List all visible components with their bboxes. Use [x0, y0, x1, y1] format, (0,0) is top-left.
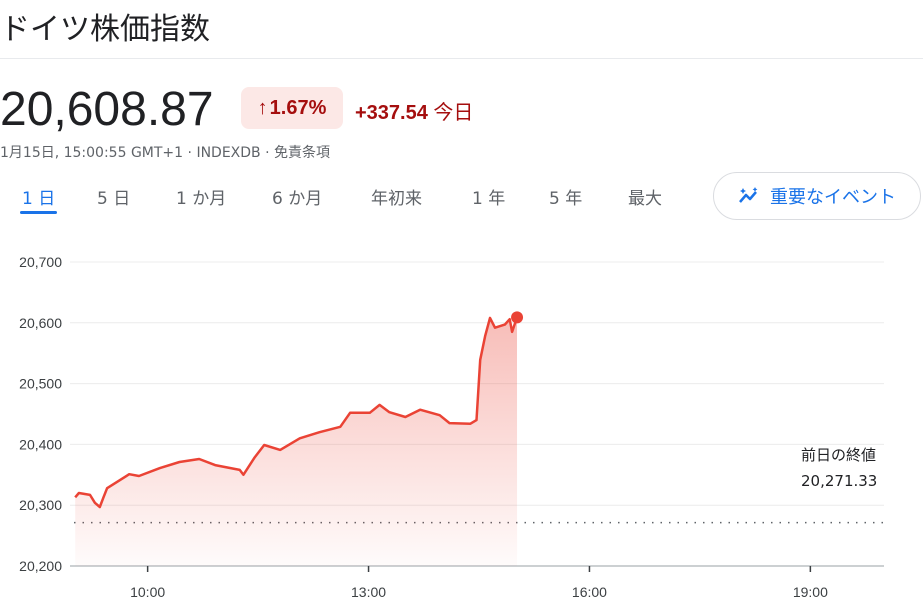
tab-max[interactable]: 最大 — [628, 189, 662, 209]
x-tick-label: 19:00 — [793, 584, 828, 600]
divider — [0, 58, 923, 59]
disclaimer-link[interactable]: 免責条項 — [274, 145, 330, 161]
change-value: +337.54 — [355, 102, 428, 124]
y-tick-label: 20,200 — [19, 558, 62, 574]
x-tick-label: 16:00 — [572, 584, 607, 600]
change-absolute: +337.54 今日 — [355, 96, 473, 125]
y-tick-label: 20,400 — [19, 436, 62, 452]
tab-1d[interactable]: 1 日 — [19, 184, 58, 214]
tab-5y[interactable]: 5 年 — [549, 189, 583, 209]
x-tick-label: 10:00 — [130, 584, 165, 600]
y-tick-label: 20,300 — [19, 497, 62, 513]
y-tick-label: 20,500 — [19, 376, 62, 392]
timestamp: 1月15日, 15:00:55 GMT+1 — [0, 145, 184, 161]
y-tick-label: 20,700 — [19, 254, 62, 270]
page-title: ドイツ株価指数 — [0, 12, 210, 47]
tab-1m[interactable]: 1 か月 — [176, 189, 227, 209]
y-tick-label: 20,600 — [19, 315, 62, 331]
tab-ytd[interactable]: 年初来 — [371, 189, 422, 209]
tab-1y[interactable]: 1 年 — [472, 189, 506, 209]
price-meta: 1月15日, 15:00:55 GMT+1 · INDEXDB · 免責条項 — [0, 145, 330, 161]
current-price: 20,608.87 — [0, 83, 214, 136]
source: INDEXDB — [196, 145, 261, 161]
tab-6m[interactable]: 6 か月 — [272, 189, 323, 209]
change-percent-badge: ↑ 1.67% — [241, 87, 343, 129]
key-events-label: 重要なイベント — [770, 187, 896, 208]
price-line — [74, 316, 519, 509]
insights-icon — [739, 187, 758, 203]
x-tick-label: 13:00 — [351, 584, 386, 600]
key-events-button[interactable]: 重要なイベント — [713, 172, 921, 220]
last-price-marker[interactable] — [511, 311, 524, 324]
previous-close-value: 20,271.33 — [801, 472, 878, 490]
previous-close-label: 前日の終値 — [801, 446, 877, 464]
previous-close-annotation: 前日の終値 20,271.33 — [801, 442, 881, 494]
arrow-up-icon: ↑ — [257, 96, 268, 119]
change-period: 今日 — [433, 102, 474, 124]
price-chart: 20,700 20,600 20,500 20,400 20,300 20,200 10:… — [19, 254, 884, 600]
change-percent: 1.67% — [269, 96, 327, 119]
tab-5d[interactable]: 5 日 — [97, 189, 131, 209]
